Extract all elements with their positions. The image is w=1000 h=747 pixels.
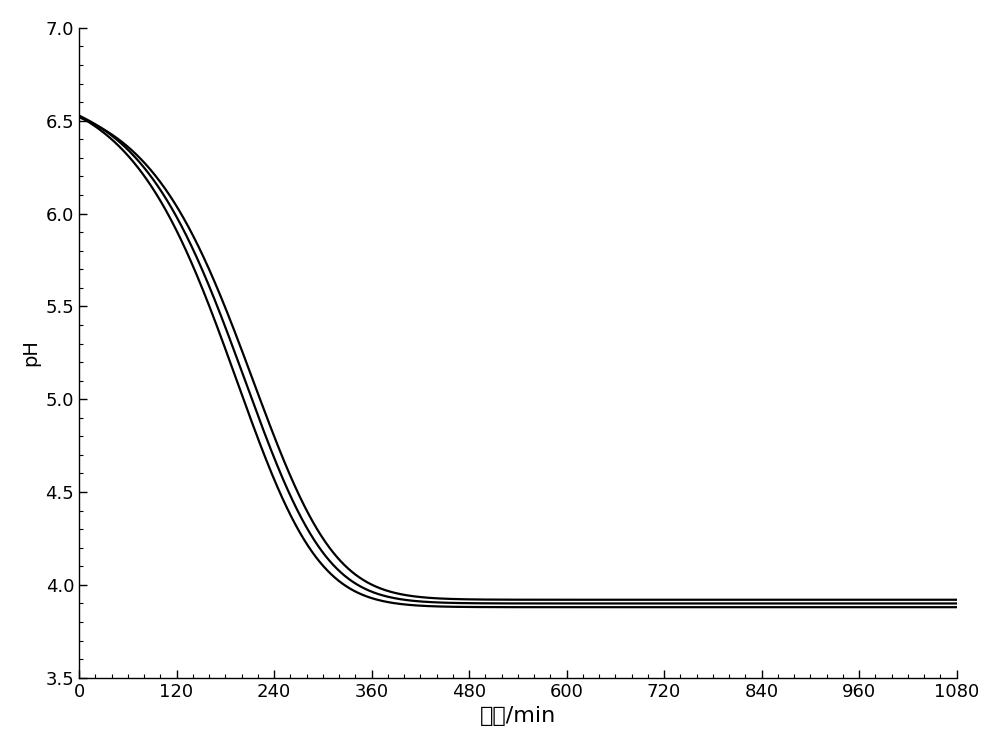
X-axis label: 时间/min: 时间/min [480,706,556,726]
Y-axis label: pH: pH [21,339,40,366]
